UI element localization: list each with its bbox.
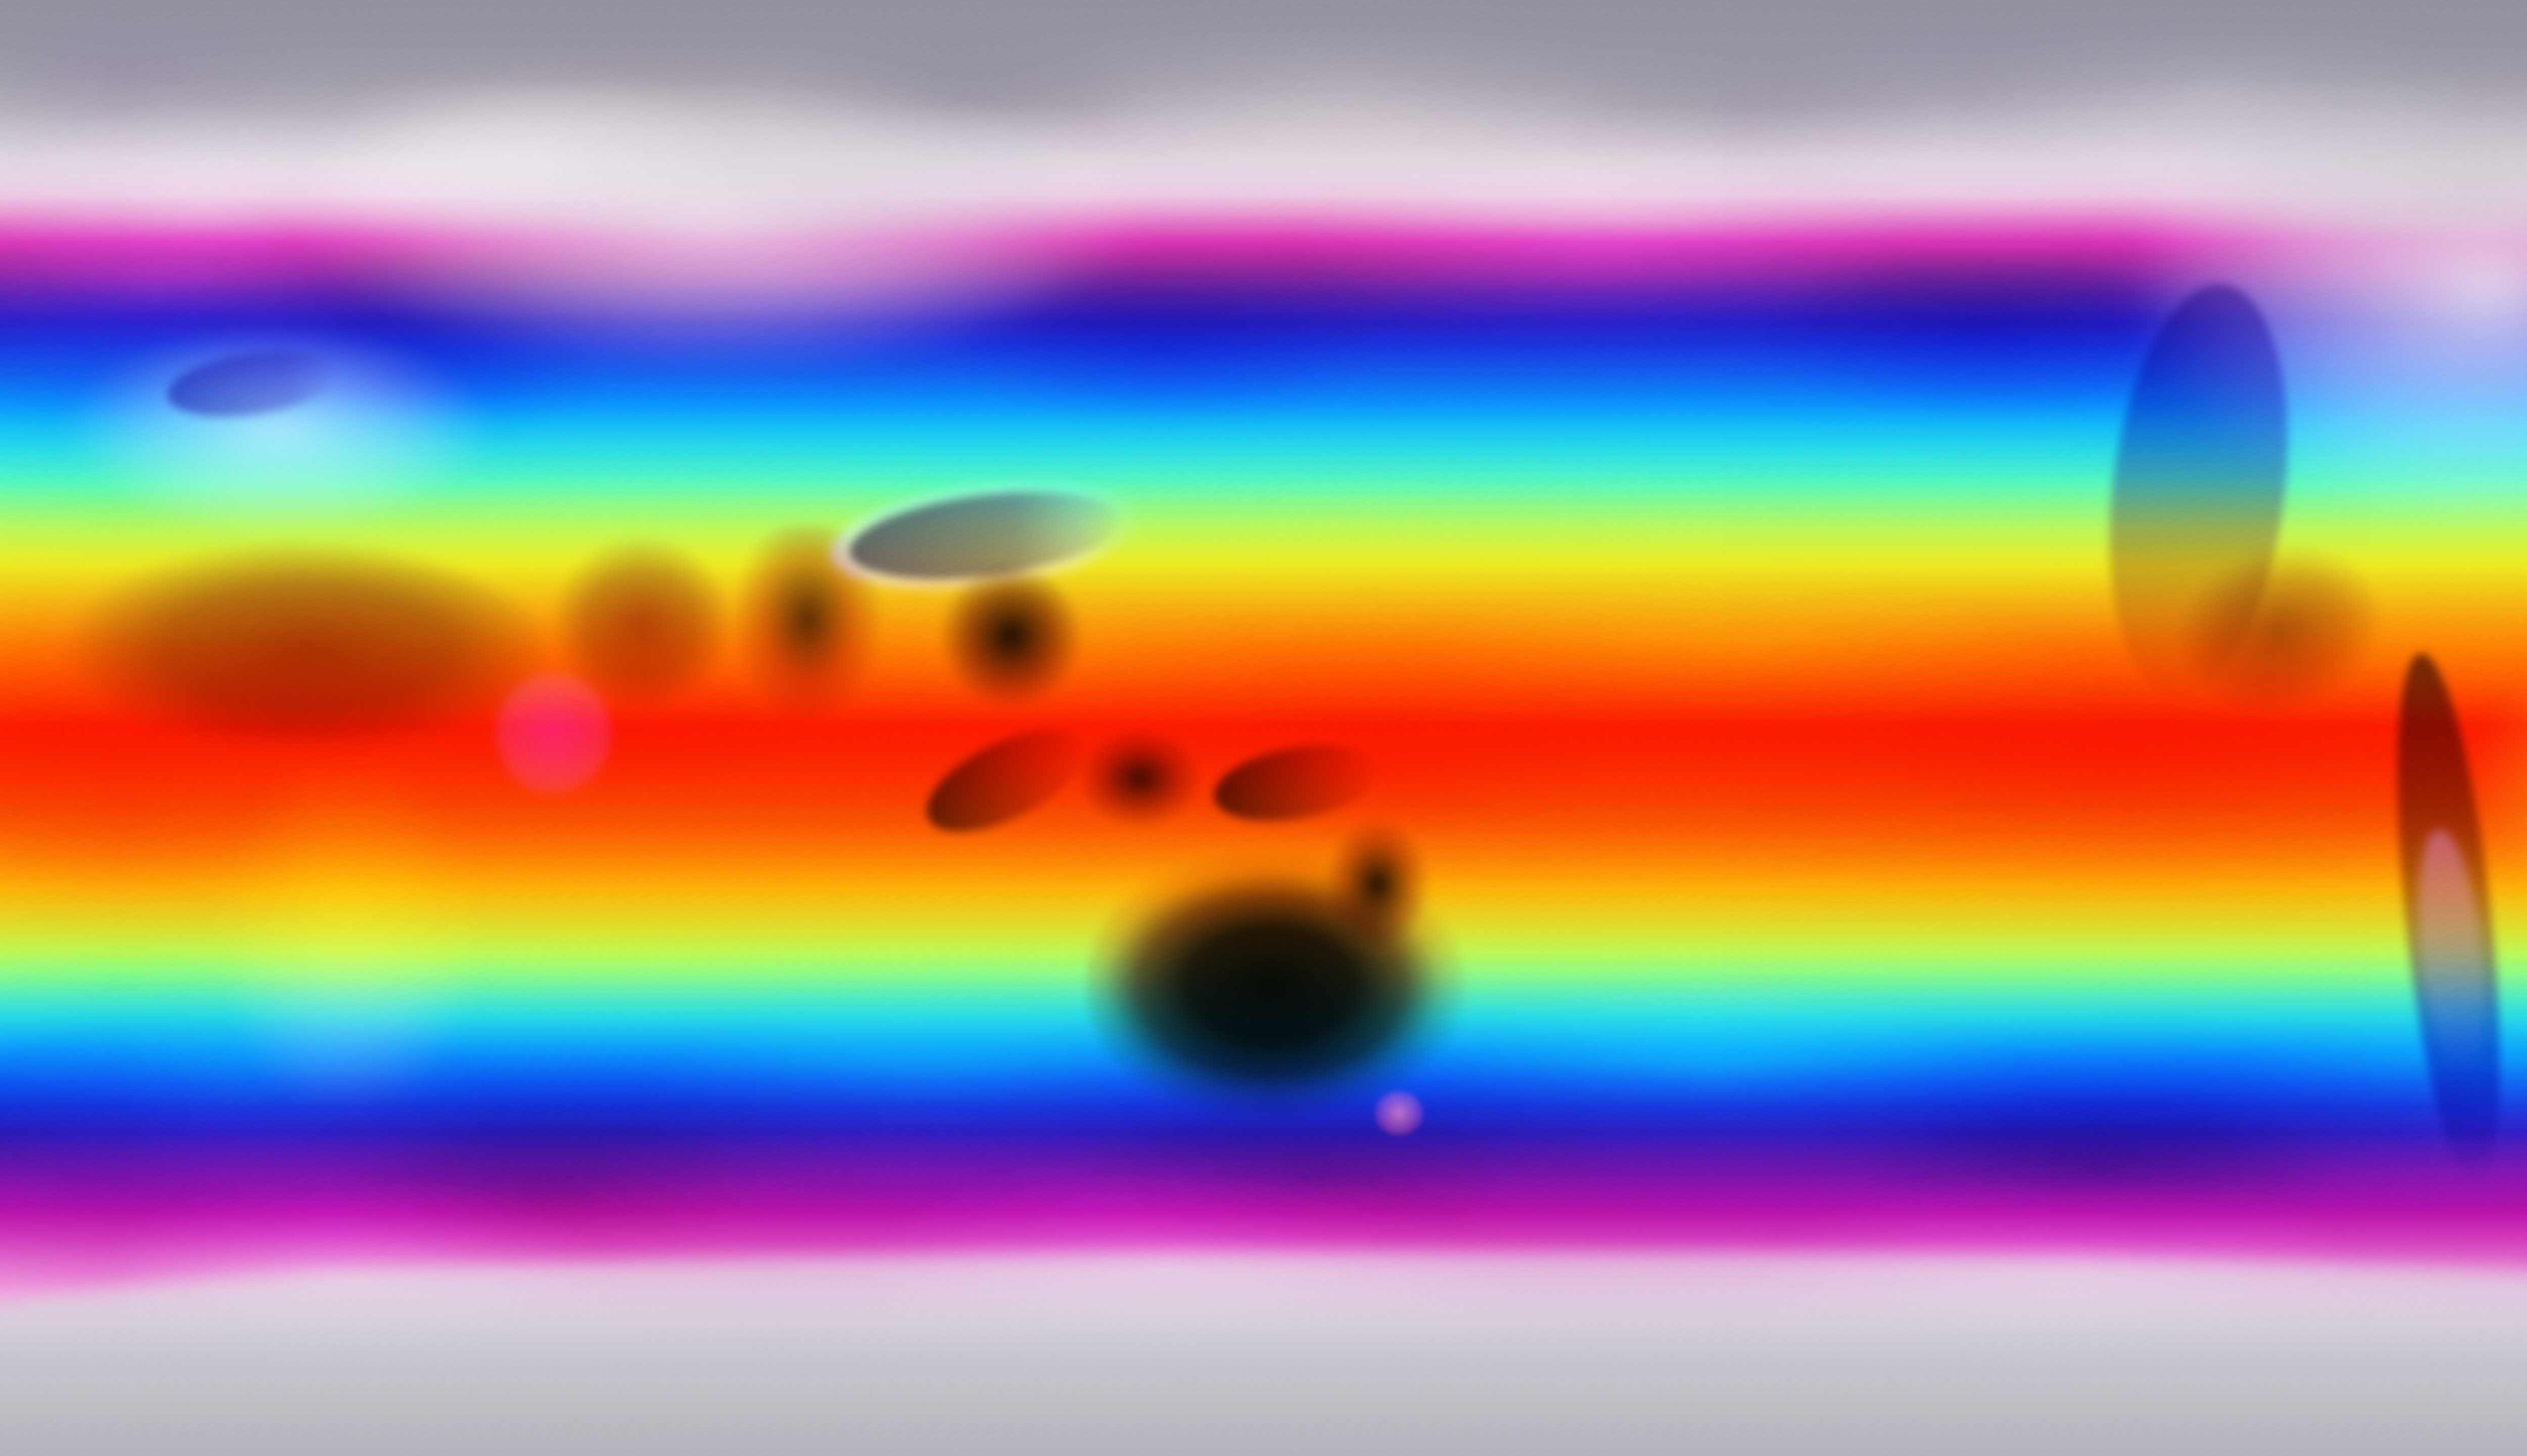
landmass-siberia xyxy=(303,61,1162,374)
antarctic-ice-sheet xyxy=(0,1253,2527,1456)
landmass-europe xyxy=(61,323,495,536)
landmass-tasmania xyxy=(1375,1092,1423,1135)
landmass-sumatra xyxy=(912,709,1100,853)
landmass-arabian-peninsula xyxy=(546,536,738,718)
landmass-indochina xyxy=(935,566,1087,718)
landmass-southern-africa xyxy=(212,768,495,1132)
landmass-new-guinea xyxy=(1208,734,1385,833)
arctic-ice-cap xyxy=(0,0,2527,96)
landmass-cape-york xyxy=(1324,819,1430,950)
landmass-sahara xyxy=(61,546,556,763)
landmass-borneo xyxy=(1077,728,1203,829)
